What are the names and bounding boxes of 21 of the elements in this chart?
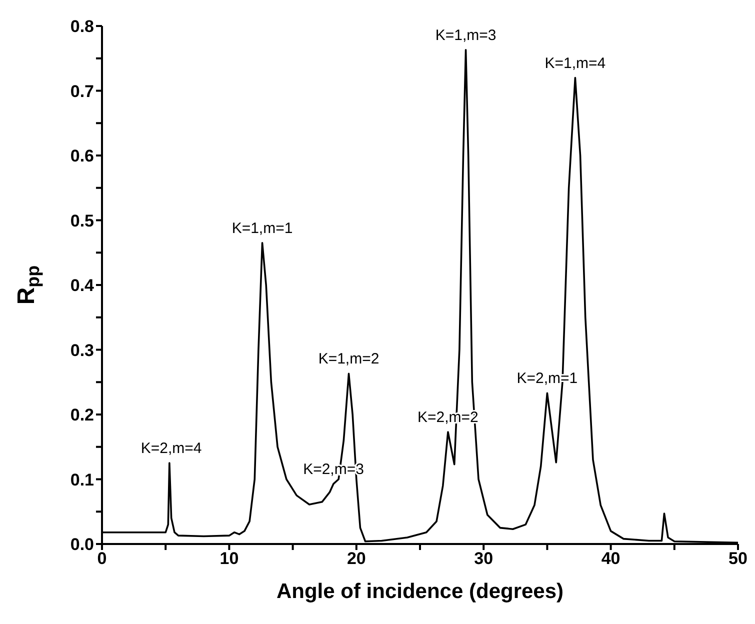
x-tick-label: 30 [474,549,494,568]
x-tick-label: 0 [97,549,107,568]
x-tick-label: 50 [728,549,748,568]
y-tick-label: 0.3 [70,340,94,360]
y-tick-label: 0.4 [70,276,95,296]
annotation: K=1,m=4 [544,54,606,72]
x-tick-label: 10 [220,549,239,568]
y-tick-label: 0.0 [70,535,94,554]
annotation: K=2,m=4 [140,440,202,458]
y-tick-label: 0.7 [70,82,94,101]
x-tick-label: 40 [601,549,620,568]
x-axis-title: Angle of incidence (degrees) [276,580,564,603]
y-tick-label: 0.5 [70,211,94,230]
y-tick-label: 0.2 [70,406,94,425]
annotation: K=1,m=2 [318,350,380,368]
y-tick-label: 0.1 [70,470,94,490]
y-tick-label: 0.6 [70,146,94,166]
x-tick-label: 20 [346,549,366,568]
annotation: K=1,m=1 [232,220,293,237]
annotation: K=1,m=3 [435,26,496,44]
y-tick-label: 0.8 [70,17,94,36]
